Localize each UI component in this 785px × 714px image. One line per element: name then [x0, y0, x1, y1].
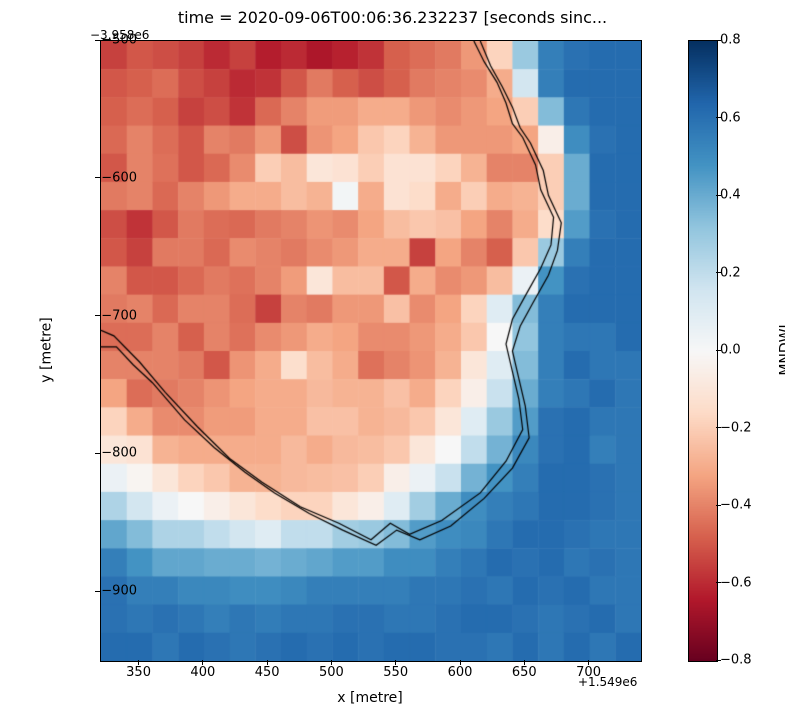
x-tick-mark [460, 660, 461, 665]
x-tick-label: 600 [448, 665, 473, 680]
colorbar-tick-mark [716, 350, 721, 351]
y-tick-label: −700 [101, 308, 137, 323]
x-tick-label: 450 [255, 665, 280, 680]
colorbar-tick-label: 0.4 [720, 188, 741, 203]
colorbar-tick-mark [716, 117, 721, 118]
y-tick-label: −900 [101, 584, 137, 599]
y-axis-label: y [metre] [39, 317, 55, 382]
colorbar-label: MNDWI [778, 324, 785, 375]
colorbar-tick-label: −0.6 [720, 575, 752, 590]
colorbar [688, 40, 718, 662]
x-tick-label: 350 [126, 665, 151, 680]
colorbar-tick-label: 0.6 [720, 110, 741, 125]
x-tick-mark [524, 660, 525, 665]
colorbar-tick-mark [716, 427, 721, 428]
colorbar-tick-mark [716, 505, 721, 506]
colorbar-tick-mark [716, 195, 721, 196]
chart-title: time = 2020-09-06T00:06:36.232237 [secon… [0, 8, 785, 27]
plot-area [100, 40, 642, 662]
y-tick-mark [95, 177, 100, 178]
x-tick-mark [138, 660, 139, 665]
figure: time = 2020-09-06T00:06:36.232237 [secon… [0, 0, 785, 714]
colorbar-tick-mark [716, 272, 721, 273]
colorbar-tick-mark [716, 660, 721, 661]
x-tick-label: 550 [383, 665, 408, 680]
colorbar-tick-label: 0.2 [720, 265, 741, 280]
y-tick-label: −600 [101, 170, 137, 185]
y-tick-mark [95, 40, 100, 41]
x-tick-label: 500 [319, 665, 344, 680]
colorbar-tick-label: 0.0 [720, 343, 741, 358]
x-tick-label: 400 [190, 665, 215, 680]
colorbar-tick-label: −0.4 [720, 498, 752, 513]
x-tick-mark [202, 660, 203, 665]
x-tick-label: 700 [576, 665, 601, 680]
x-axis-label: x [metre] [100, 690, 640, 706]
x-tick-mark [267, 660, 268, 665]
colorbar-tick-label: −0.2 [720, 420, 752, 435]
colorbar-tick-label: −0.8 [720, 653, 752, 668]
colorbar-canvas [689, 41, 717, 661]
y-tick-label: −800 [101, 446, 137, 461]
x-tick-mark [395, 660, 396, 665]
heatmap-canvas [101, 41, 641, 661]
colorbar-tick-mark [716, 582, 721, 583]
x-tick-label: 650 [512, 665, 537, 680]
x-tick-mark [331, 660, 332, 665]
y-tick-mark [95, 315, 100, 316]
y-tick-mark [95, 591, 100, 592]
y-tick-mark [95, 453, 100, 454]
colorbar-tick-label: 0.8 [720, 33, 741, 48]
x-tick-mark [588, 660, 589, 665]
colorbar-tick-mark [716, 40, 721, 41]
y-tick-label: −500 [101, 33, 137, 48]
